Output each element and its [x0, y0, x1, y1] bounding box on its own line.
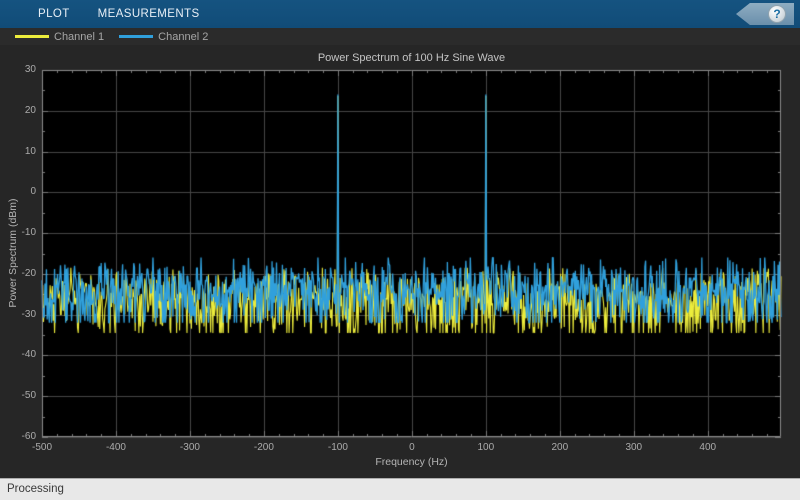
- x-tick-label: -300: [179, 442, 200, 453]
- x-tick-label: 400: [699, 442, 717, 453]
- channel2-line-swatch: [119, 35, 154, 38]
- y-tick-label: -50: [21, 390, 36, 402]
- toolstrip: PLOT MEASUREMENTS ?: [0, 0, 800, 28]
- x-tick-label: 100: [477, 442, 495, 453]
- x-tick-label: -500: [31, 442, 52, 453]
- y-tick-label: -40: [21, 349, 36, 361]
- legend: Channel 1 Channel 2: [0, 28, 800, 45]
- x-axis-label: Frequency (Hz): [375, 456, 448, 468]
- x-tick-label: -100: [327, 442, 348, 453]
- tab-measurements[interactable]: MEASUREMENTS: [97, 8, 200, 20]
- x-tick-label: 0: [409, 442, 415, 453]
- spectrum-canvas[interactable]: [0, 45, 800, 478]
- status-text: Processing: [7, 483, 64, 495]
- y-tick-label: -60: [21, 431, 36, 442]
- y-tick-label: 10: [24, 145, 36, 157]
- x-tick-label: -400: [105, 442, 126, 453]
- legend-item-channel1[interactable]: Channel 1: [15, 31, 104, 43]
- y-tick-label: 0: [30, 186, 36, 198]
- plot-title: Power Spectrum of 100 Hz Sine Wave: [317, 52, 506, 64]
- legend-label: Channel 2: [158, 30, 209, 43]
- y-tick-label: 30: [24, 64, 36, 75]
- channel1-line-swatch: [15, 35, 49, 38]
- y-tick-label: 20: [24, 104, 36, 116]
- x-tick-label: -200: [253, 442, 274, 453]
- plot-region: Power Spectrum of 100 Hz Sine Wave Frequ…: [0, 45, 800, 478]
- legend-label: Channel 1: [54, 30, 105, 43]
- help-icon[interactable]: ?: [768, 5, 786, 23]
- x-tick-label: 200: [551, 442, 569, 453]
- legend-item-channel2[interactable]: Channel 2: [119, 31, 208, 43]
- y-axis-label: Power Spectrum (dBm): [7, 198, 19, 308]
- tab-plot[interactable]: PLOT: [38, 8, 70, 20]
- x-tick-label: 300: [625, 442, 643, 453]
- y-tick-label: -30: [21, 308, 36, 320]
- status-bar: Processing: [0, 478, 800, 500]
- y-tick-label: -20: [21, 267, 36, 279]
- y-tick-label: -10: [21, 227, 36, 239]
